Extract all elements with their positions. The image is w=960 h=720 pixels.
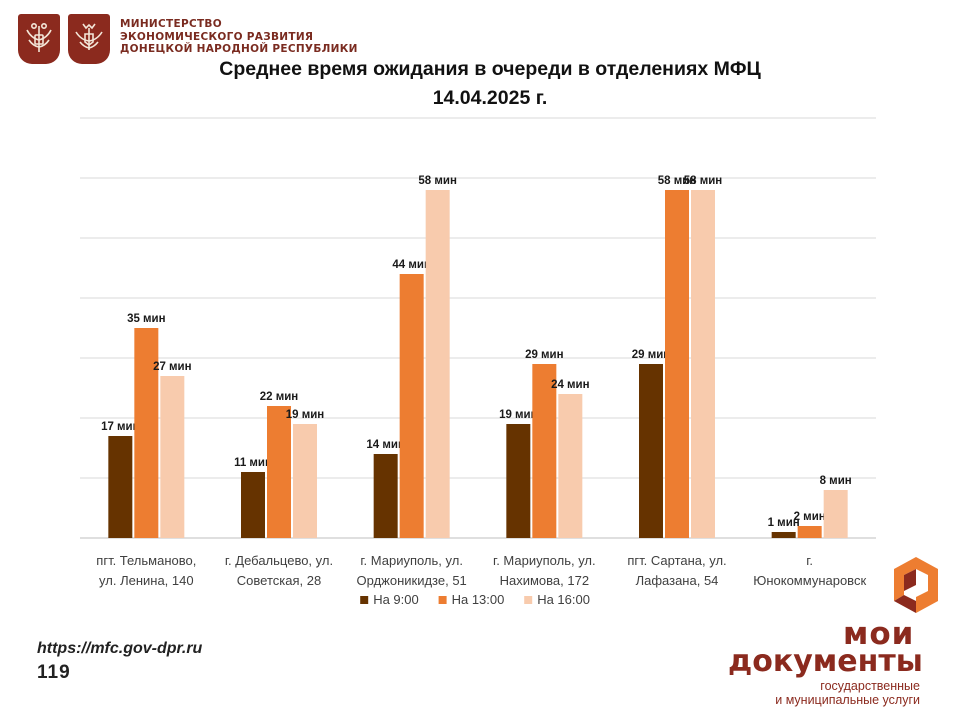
- bar: [665, 190, 689, 538]
- category-label: Юнокоммунаровск: [753, 573, 866, 588]
- category-label: ул. Ленина, 140: [99, 573, 194, 588]
- brand-line-3: государственные: [820, 679, 920, 693]
- data-label: 14 мин: [366, 439, 405, 451]
- bar: [134, 328, 159, 538]
- bar: [267, 406, 291, 538]
- bar: [108, 436, 133, 538]
- bar: [160, 376, 185, 538]
- dpr-emblem-icon: [68, 14, 110, 64]
- category-label: Орджоникидзе, 51: [357, 573, 467, 588]
- data-label: 24 мин: [551, 379, 590, 391]
- legend-label: На 9:00: [373, 592, 419, 607]
- data-label: 17 мин: [101, 421, 140, 433]
- legend-label: На 16:00: [537, 592, 590, 607]
- data-label: 11 мин: [234, 457, 272, 469]
- data-label: 1 мин: [768, 517, 800, 529]
- bar: [399, 274, 424, 538]
- data-label: 27 мин: [153, 361, 192, 373]
- legend-swatch: [360, 596, 369, 604]
- category-label: пгт. Сартана, ул.: [627, 553, 726, 568]
- data-label: 35 мин: [127, 313, 166, 325]
- chart-subtitle: 14.04.2025 г.: [432, 87, 548, 109]
- category-label: пгт. Тельманово,: [96, 553, 196, 568]
- bar: [241, 472, 265, 538]
- moi-dokumenty-logo-icon: [894, 557, 938, 613]
- data-label: 2 мин: [794, 511, 826, 523]
- category-label: Нахимова, 172: [500, 573, 589, 588]
- data-label: 58 мин: [684, 175, 723, 187]
- legend-label: На 13:00: [452, 592, 505, 607]
- bar: [506, 424, 531, 538]
- data-label: 19 мин: [286, 409, 325, 421]
- brand-line-1: мои: [843, 616, 915, 652]
- category-label: г.: [806, 553, 813, 568]
- data-label: 19 мин: [499, 409, 538, 421]
- ministry-name: Министерство экономического развития Дон…: [120, 18, 358, 56]
- bar: [771, 532, 796, 538]
- bar: [823, 490, 848, 538]
- chart-title: Среднее время ожидания в очереди в отдел…: [219, 58, 761, 80]
- category-label: г. Дебальцево, ул.: [225, 553, 333, 568]
- legend-swatch: [438, 596, 447, 604]
- category-label: Советская, 28: [237, 573, 321, 588]
- bar: [558, 394, 583, 538]
- category-label: г. Мариуполь, ул.: [360, 553, 463, 568]
- category-label: Лафазана, 54: [636, 573, 719, 588]
- bar: [425, 190, 450, 538]
- bar: [639, 364, 663, 538]
- website-url: https://mfc.gov-dpr.ru: [37, 640, 203, 657]
- ministry-line-2: экономического развития: [120, 30, 314, 43]
- data-label: 29 мин: [632, 349, 671, 361]
- ministry-line-3: Донецкой Народной Республики: [120, 43, 358, 55]
- category-label: г. Мариуполь, ул.: [493, 553, 596, 568]
- data-label: 58 мин: [418, 175, 457, 187]
- data-label: 8 мин: [820, 475, 852, 487]
- page-number: 119: [37, 662, 71, 683]
- legend-swatch: [524, 596, 533, 604]
- data-label: 58 мин: [658, 175, 697, 187]
- bar: [532, 364, 557, 538]
- bar: [293, 424, 317, 538]
- bar: [797, 526, 822, 538]
- brand-line-2: документы: [728, 644, 923, 679]
- bar: [691, 190, 715, 538]
- bar: [373, 454, 398, 538]
- brand-line-4: и муниципальные услуги: [775, 693, 920, 707]
- data-label: 29 мин: [525, 349, 564, 361]
- russia-emblem-icon: [18, 14, 60, 64]
- data-label: 44 мин: [392, 259, 431, 271]
- header: Министерство экономического развития Дон…: [18, 14, 358, 70]
- data-label: 22 мин: [260, 391, 299, 403]
- ministry-line-1: Министерство: [120, 18, 222, 30]
